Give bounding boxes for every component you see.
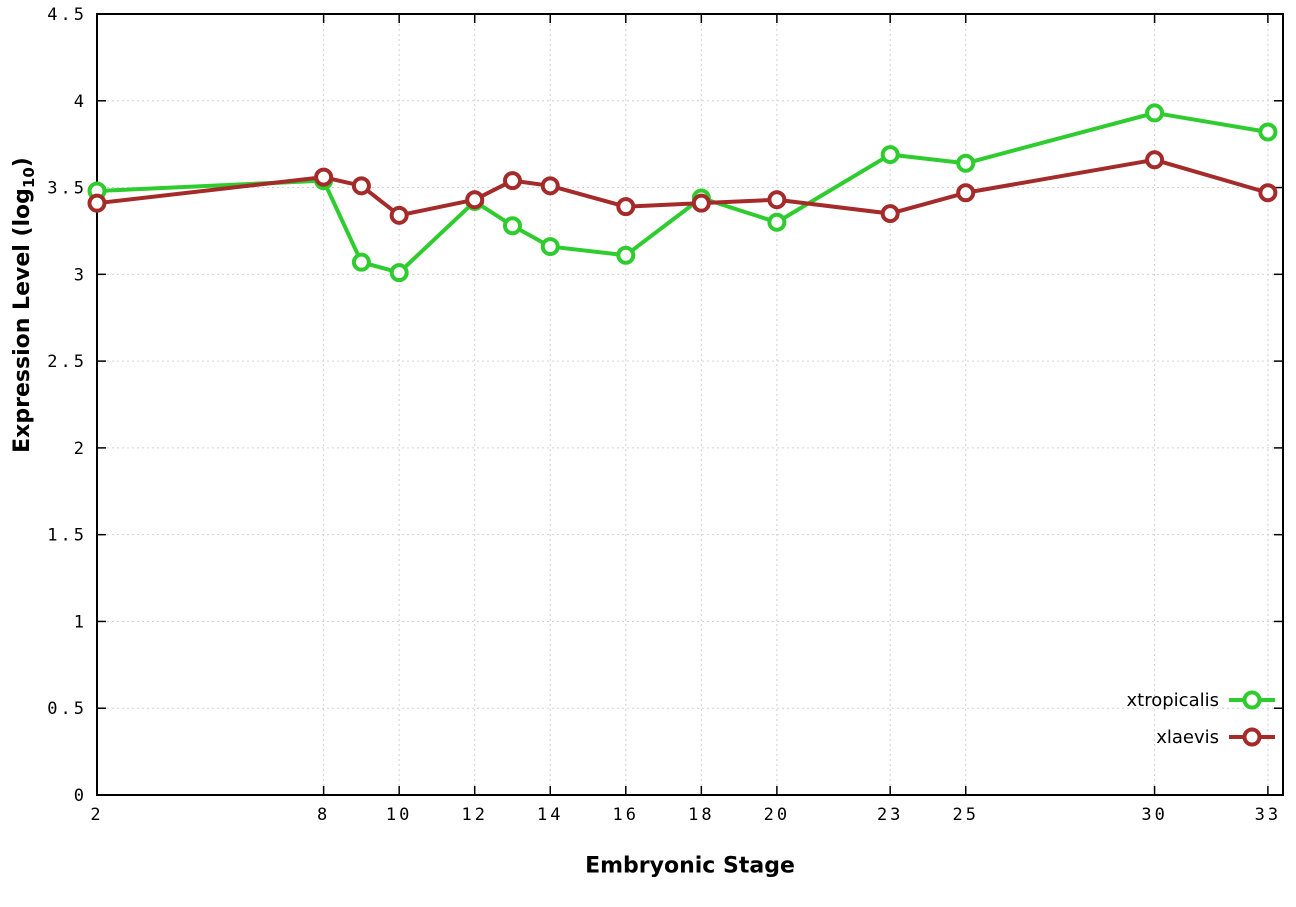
legend-label: xtropicalis — [1127, 690, 1219, 711]
x-tick-label: 20 — [764, 805, 790, 825]
y-axis-title-close: ) — [9, 157, 35, 168]
data-point-marker[interactable] — [767, 212, 787, 232]
series-xlaevis — [87, 150, 1278, 225]
x-tick-label: 23 — [877, 805, 903, 825]
x-tick-label: 30 — [1141, 805, 1167, 825]
x-tick-label: 10 — [386, 805, 412, 825]
plot-border — [96, 13, 1284, 796]
legend-item-xlaevis[interactable]: xlaevis — [1156, 727, 1275, 748]
y-tick-label: 1.5 — [47, 526, 87, 546]
legend-label: xlaevis — [1156, 727, 1219, 748]
data-point-marker[interactable] — [465, 190, 485, 210]
y-axis-title: Expression Level (log10) — [10, 157, 38, 453]
data-point-marker[interactable] — [314, 167, 334, 187]
data-point-marker[interactable] — [880, 145, 900, 165]
y-tick-label: 4.5 — [47, 5, 87, 25]
series-line — [96, 110, 1269, 275]
legend: xtropicalis xlaevis — [1127, 690, 1275, 748]
y-tick-label: 4 — [74, 92, 87, 112]
data-point-marker[interactable] — [389, 205, 409, 225]
data-point-marker[interactable] — [87, 193, 107, 213]
tick-marks — [96, 13, 1283, 796]
data-point-marker[interactable] — [502, 216, 522, 236]
data-point-marker[interactable] — [616, 245, 636, 265]
data-point-marker[interactable] — [1258, 122, 1278, 142]
y-tick-label: 2 — [74, 439, 87, 459]
data-point-marker[interactable] — [1258, 183, 1278, 203]
x-tick-label: 2 — [90, 805, 103, 825]
legend-marker-sample — [1242, 690, 1262, 710]
x-tick-label: 25 — [952, 805, 978, 825]
y-tick-label: 1 — [74, 612, 87, 632]
y-axis-title-text: Expression Level (log — [9, 188, 35, 453]
y-tick-label: 2.5 — [47, 352, 87, 372]
y-tick-label: 3 — [74, 265, 87, 285]
y-tick-label: 0.5 — [47, 699, 87, 719]
y-tick-label: 0 — [74, 786, 87, 806]
y-tick-label: 3.5 — [47, 179, 87, 199]
data-point-marker[interactable] — [351, 252, 371, 272]
x-tick-labels: 2 8 10 12 14 16 18 20 23 25 30 33 — [90, 805, 1281, 825]
gridlines — [96, 13, 1283, 796]
data-point-marker[interactable] — [767, 190, 787, 210]
data-point-marker[interactable] — [351, 176, 371, 196]
data-point-marker[interactable] — [540, 237, 560, 257]
data-point-marker[interactable] — [389, 263, 409, 283]
data-point-marker[interactable] — [616, 197, 636, 217]
y-tick-labels: 0 0.5 1 1.5 2 2.5 3 3.5 4 4.5 — [47, 5, 87, 806]
legend-marker-sample — [1242, 727, 1262, 747]
data-point-marker[interactable] — [502, 171, 522, 191]
x-axis-title: Embryonic Stage — [585, 853, 795, 879]
data-point-marker[interactable] — [540, 176, 560, 196]
x-tick-label: 16 — [613, 805, 639, 825]
y-axis-title-subscript: 10 — [20, 167, 39, 189]
x-tick-label: 12 — [461, 805, 487, 825]
x-tick-label: 33 — [1255, 805, 1281, 825]
data-point-marker[interactable] — [1145, 103, 1165, 123]
data-point-marker[interactable] — [1145, 150, 1165, 170]
data-point-marker[interactable] — [880, 204, 900, 224]
data-point-marker[interactable] — [956, 153, 976, 173]
series-xtropicalis — [87, 103, 1278, 283]
data-point-marker[interactable] — [956, 183, 976, 203]
legend-item-xtropicalis[interactable]: xtropicalis — [1127, 690, 1275, 711]
x-tick-label: 18 — [688, 805, 714, 825]
data-point-marker[interactable] — [691, 193, 711, 213]
x-tick-label: 14 — [537, 805, 563, 825]
x-tick-label: 8 — [317, 805, 330, 825]
